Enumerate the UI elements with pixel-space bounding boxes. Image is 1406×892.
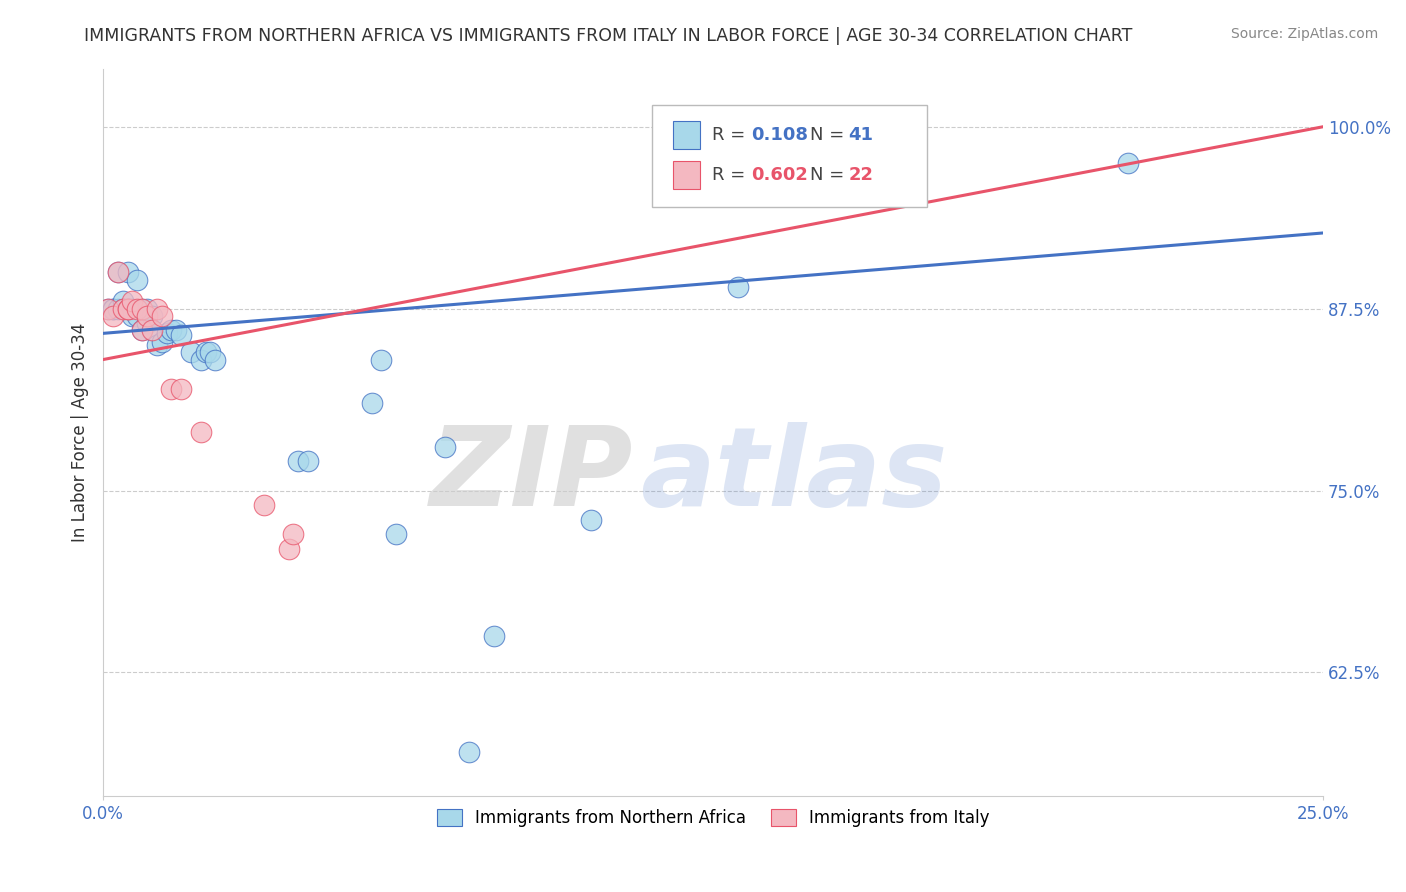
Text: Source: ZipAtlas.com: Source: ZipAtlas.com [1230,27,1378,41]
Point [107,265,129,279]
Point [107,265,129,279]
Point [107,301,129,316]
Point [180,345,202,359]
Point [121,294,143,309]
Point [121,309,143,323]
Point [170,382,193,396]
Text: 41: 41 [849,126,873,144]
Text: N =: N = [810,166,849,184]
Point [136,301,159,316]
Point [141,323,163,337]
Point [287,454,309,468]
Point [200,345,222,359]
Point [277,541,299,556]
Point [131,323,153,337]
Point [190,352,212,367]
Text: atlas: atlas [640,423,948,530]
Text: 0.108: 0.108 [751,126,808,144]
Text: R =: R = [711,126,751,144]
Point [170,327,193,342]
Point [482,629,505,643]
Text: ZIP: ZIP [430,423,634,530]
Point [297,454,319,468]
Point [727,163,749,178]
Point [360,396,382,410]
Point [458,746,481,760]
Point [121,301,143,316]
Point [136,309,159,323]
Point [111,301,134,316]
Text: 22: 22 [849,166,873,184]
Point [283,527,305,541]
Point [155,326,177,341]
Point [194,345,217,359]
Text: 0.602: 0.602 [751,166,808,184]
Point [117,301,139,316]
Point [370,352,392,367]
Point [579,513,602,527]
Point [101,301,124,316]
Point [433,440,456,454]
Text: IMMIGRANTS FROM NORTHERN AFRICA VS IMMIGRANTS FROM ITALY IN LABOR FORCE | AGE 30: IMMIGRANTS FROM NORTHERN AFRICA VS IMMIG… [84,27,1133,45]
Point [117,301,139,316]
Point [117,301,139,316]
Point [127,272,149,286]
Point [111,294,134,309]
FancyBboxPatch shape [673,161,700,188]
Point [131,301,153,316]
Point [131,301,153,316]
Point [1116,156,1139,170]
Point [165,323,187,337]
Legend: Immigrants from Northern Africa, Immigrants from Italy: Immigrants from Northern Africa, Immigra… [429,800,998,835]
Point [775,156,797,170]
Point [253,498,276,512]
Point [146,338,169,352]
Text: R =: R = [711,166,751,184]
Point [127,309,149,323]
Point [101,309,124,323]
Point [150,335,173,350]
Point [141,309,163,323]
Point [204,352,226,367]
Point [160,382,183,396]
Point [160,323,183,337]
Point [385,527,408,541]
Point [97,301,120,316]
Point [727,280,749,294]
Point [136,316,159,330]
Point [141,323,163,337]
Point [97,301,120,316]
Point [190,425,212,440]
Point [146,301,169,316]
Point [150,309,173,323]
Point [117,265,139,279]
Y-axis label: In Labor Force | Age 30-34: In Labor Force | Age 30-34 [72,323,89,542]
Point [127,301,149,316]
Text: N =: N = [810,126,849,144]
Point [101,301,124,316]
Point [131,323,153,337]
FancyBboxPatch shape [673,121,700,149]
FancyBboxPatch shape [652,105,927,207]
Point [111,301,134,316]
